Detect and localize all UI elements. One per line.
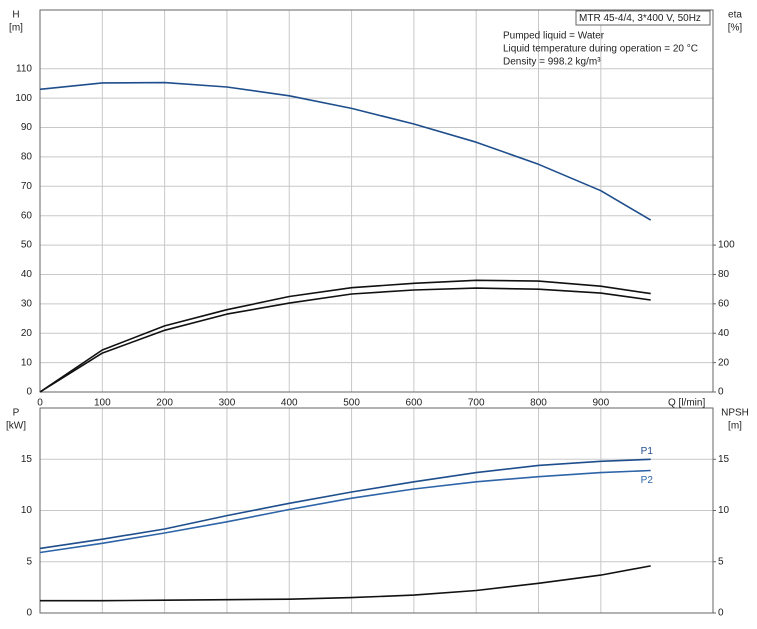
info-title: MTR 45-4/4, 3*400 V, 50Hz — [579, 13, 701, 24]
curve — [40, 565, 651, 602]
series-label: P1 — [641, 446, 654, 457]
x-tick-label: 0 — [37, 398, 43, 409]
curve — [39, 458, 651, 550]
series-label: P2 — [641, 475, 654, 486]
y-tick-label: 110 — [16, 63, 32, 74]
y2-axis-title: eta — [728, 10, 742, 21]
x-tick-label: 500 — [343, 398, 360, 409]
y-tick-label: 70 — [21, 181, 33, 192]
x-tick-label: 600 — [406, 398, 423, 409]
info-line: Pumped liquid = Water — [503, 31, 605, 42]
x-tick-label: 100 — [94, 398, 111, 409]
y2-tick-label: 60 — [718, 298, 730, 309]
info-line: Density = 998.2 kg/m³ — [503, 57, 601, 68]
x-tick-label: 800 — [530, 398, 547, 409]
y-tick-label: 90 — [21, 122, 33, 133]
y-tick-label: 5 — [26, 556, 32, 567]
y2-tick-label: 20 — [718, 357, 730, 368]
y-axis-title: P — [13, 408, 20, 419]
y-tick-label: 60 — [21, 210, 33, 221]
y2-tick-label: 0 — [718, 608, 724, 619]
y2-tick-label: 15 — [718, 454, 730, 465]
y-tick-label: 20 — [21, 328, 33, 339]
y2-tick-label: 80 — [718, 269, 730, 280]
y-tick-label: 10 — [21, 505, 33, 516]
y-axis-unit: [kW] — [6, 421, 26, 432]
y2-tick-label: 10 — [718, 505, 730, 516]
x-tick-label: 900 — [592, 398, 609, 409]
y2-tick-label: 0 — [718, 387, 724, 398]
y2-tick-label: 5 — [718, 556, 724, 567]
info-box — [575, 10, 711, 26]
x-tick-label: 300 — [219, 398, 236, 409]
curve — [39, 287, 651, 393]
y2-axis-unit: [m] — [728, 421, 742, 432]
y-axis-title: H — [12, 10, 19, 21]
plot-frame — [39, 407, 714, 614]
y2-axis-unit: [%] — [728, 23, 743, 34]
y-tick-label: 40 — [21, 269, 33, 280]
y-tick-label: 50 — [21, 240, 33, 251]
y2-tick-label: 40 — [718, 328, 730, 339]
y-tick-label: 80 — [21, 152, 33, 163]
curve — [39, 469, 651, 554]
curve — [39, 81, 652, 221]
y2-tick-label: 100 — [718, 240, 735, 251]
y2-axis-title: NPSH — [721, 408, 749, 419]
x-tick-label: 700 — [468, 398, 485, 409]
y-tick-label: 0 — [26, 608, 32, 619]
x-tick-label: 400 — [281, 398, 298, 409]
curve — [39, 279, 651, 393]
y-axis-unit: [m] — [9, 23, 23, 34]
info-line: Liquid temperature during operation = 20… — [503, 44, 698, 55]
x-tick-label: 200 — [156, 398, 173, 409]
plot-frame — [39, 9, 714, 393]
y-tick-label: 30 — [21, 298, 33, 309]
y-tick-label: 10 — [21, 357, 33, 368]
x-axis-title: Q [l/min] — [668, 398, 705, 409]
y-tick-label: 0 — [26, 387, 32, 398]
y-tick-label: 15 — [21, 454, 33, 465]
y-tick-label: 100 — [15, 93, 32, 104]
